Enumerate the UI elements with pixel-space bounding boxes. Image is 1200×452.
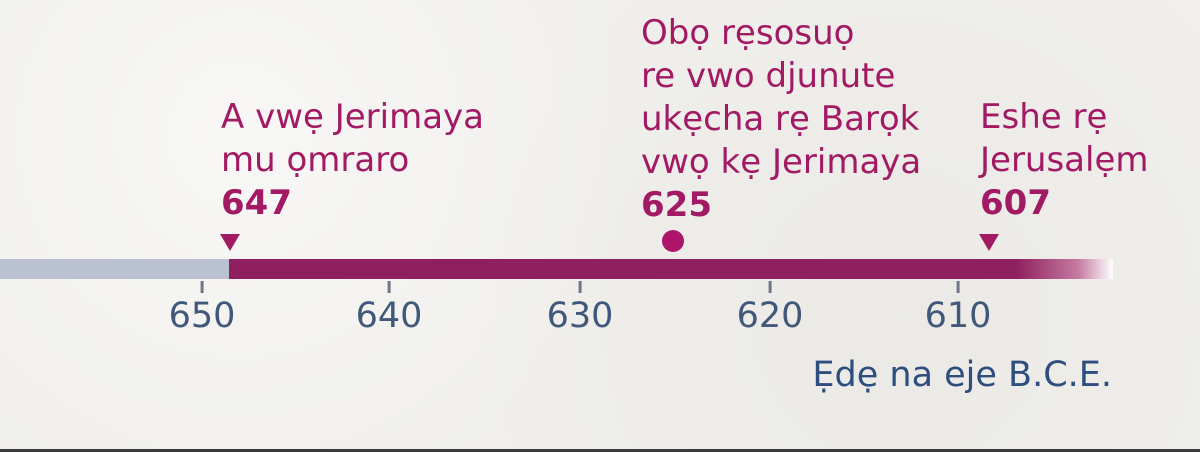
timeline-bar-muted-segment <box>0 259 229 279</box>
triangle-marker-647 <box>220 234 240 251</box>
axis-tick-650: 650 <box>168 281 236 336</box>
event-text-line: ukẹcha rẹ Barọk <box>641 99 920 139</box>
tick-mark <box>387 281 391 293</box>
tick-label: 620 <box>736 296 804 336</box>
event-year: 647 <box>221 183 292 223</box>
tick-mark <box>578 281 582 293</box>
event-text-line: Jerusalẹm <box>980 140 1149 180</box>
tick-mark <box>956 281 960 293</box>
tick-label: 640 <box>355 296 423 336</box>
event-text-line: re vwo djunute <box>641 56 896 96</box>
event-text-line: A vwẹ Jerimaya <box>221 97 485 137</box>
event-text-line: mu ọmraro <box>221 140 410 180</box>
event-label-607: Eshe rẹ Jerusalẹm 607 <box>980 96 1149 225</box>
axis-tick-610: 610 <box>924 281 992 336</box>
tick-mark <box>200 281 204 293</box>
tick-label: 630 <box>546 296 614 336</box>
axis-tick-630: 630 <box>546 281 614 336</box>
tick-mark <box>768 281 772 293</box>
axis-tick-640: 640 <box>355 281 423 336</box>
tick-label: 650 <box>168 296 236 336</box>
event-text-line: Eshe rẹ <box>980 97 1108 137</box>
bottom-rule <box>0 449 1200 452</box>
axis-tick-620: 620 <box>736 281 804 336</box>
tick-label: 610 <box>924 296 992 336</box>
event-text-line: vwọ kẹ Jerimaya <box>641 142 922 182</box>
event-text-line: Obọ rẹsosuọ <box>641 13 855 53</box>
event-label-647: A vwẹ Jerimaya mu ọmraro 647 <box>221 96 484 225</box>
event-year: 607 <box>980 183 1051 223</box>
triangle-marker-607 <box>979 234 999 251</box>
circle-marker-625 <box>662 230 684 252</box>
event-year: 625 <box>641 185 712 225</box>
event-label-625: Obọ rẹsosuọ re vwo djunute ukẹcha rẹ Bar… <box>641 12 921 227</box>
timeline-bar-highlight-segment <box>229 259 1113 279</box>
axis-caption: Ẹdẹ na eje B.C.E. <box>812 355 1112 395</box>
